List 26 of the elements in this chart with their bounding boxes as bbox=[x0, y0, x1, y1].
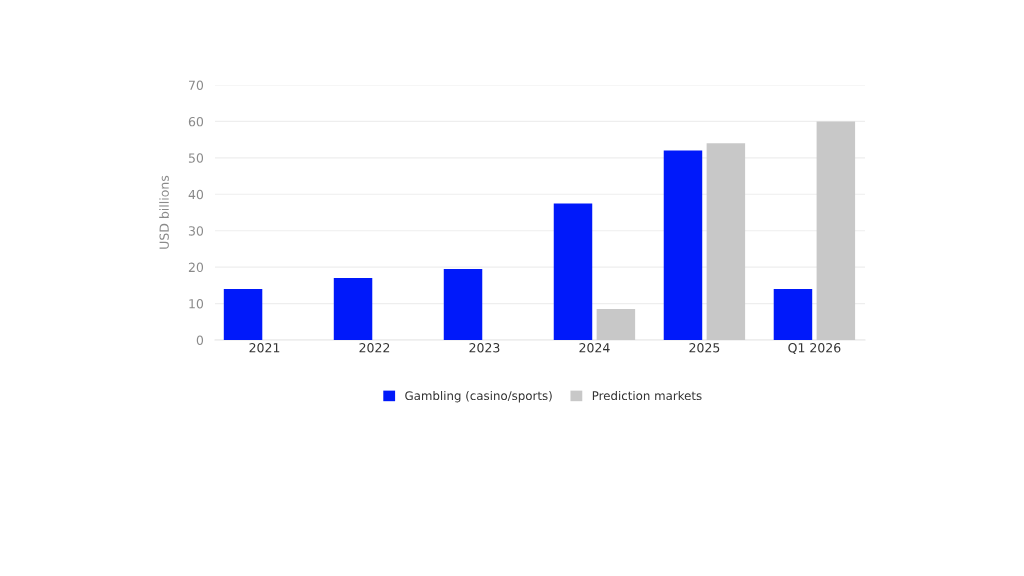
bar bbox=[773, 289, 813, 340]
y-tick-label: 30 bbox=[188, 226, 204, 236]
bar bbox=[663, 150, 703, 340]
legend-label: Gambling (casino/sports) bbox=[405, 390, 552, 403]
bar bbox=[816, 121, 856, 340]
bar bbox=[223, 289, 263, 340]
bar bbox=[596, 309, 636, 340]
bar bbox=[553, 203, 593, 340]
x-tick-label: 2022 bbox=[359, 343, 390, 353]
y-tick-label: 20 bbox=[188, 262, 204, 273]
y-tick-label: 0 bbox=[196, 335, 204, 345]
y-tick-label: 50 bbox=[188, 153, 204, 163]
x-tick-label: Q1 2026 bbox=[788, 343, 841, 354]
x-tick-label: 2024 bbox=[579, 343, 610, 353]
y-tick-label: 60 bbox=[188, 116, 204, 127]
x-tick-label: 2023 bbox=[469, 343, 500, 353]
y-tick-label: 10 bbox=[189, 299, 204, 309]
y-tick-label: 70 bbox=[189, 80, 204, 90]
y-axis-title: USD billions bbox=[159, 175, 169, 249]
bar bbox=[706, 143, 746, 340]
bar bbox=[333, 278, 373, 340]
x-tick-label: 2025 bbox=[689, 343, 720, 353]
legend-label: Prediction markets bbox=[592, 390, 702, 401]
y-tick-label: 40 bbox=[188, 189, 204, 200]
x-tick-label: 2021 bbox=[249, 343, 280, 353]
bar bbox=[443, 268, 483, 340]
